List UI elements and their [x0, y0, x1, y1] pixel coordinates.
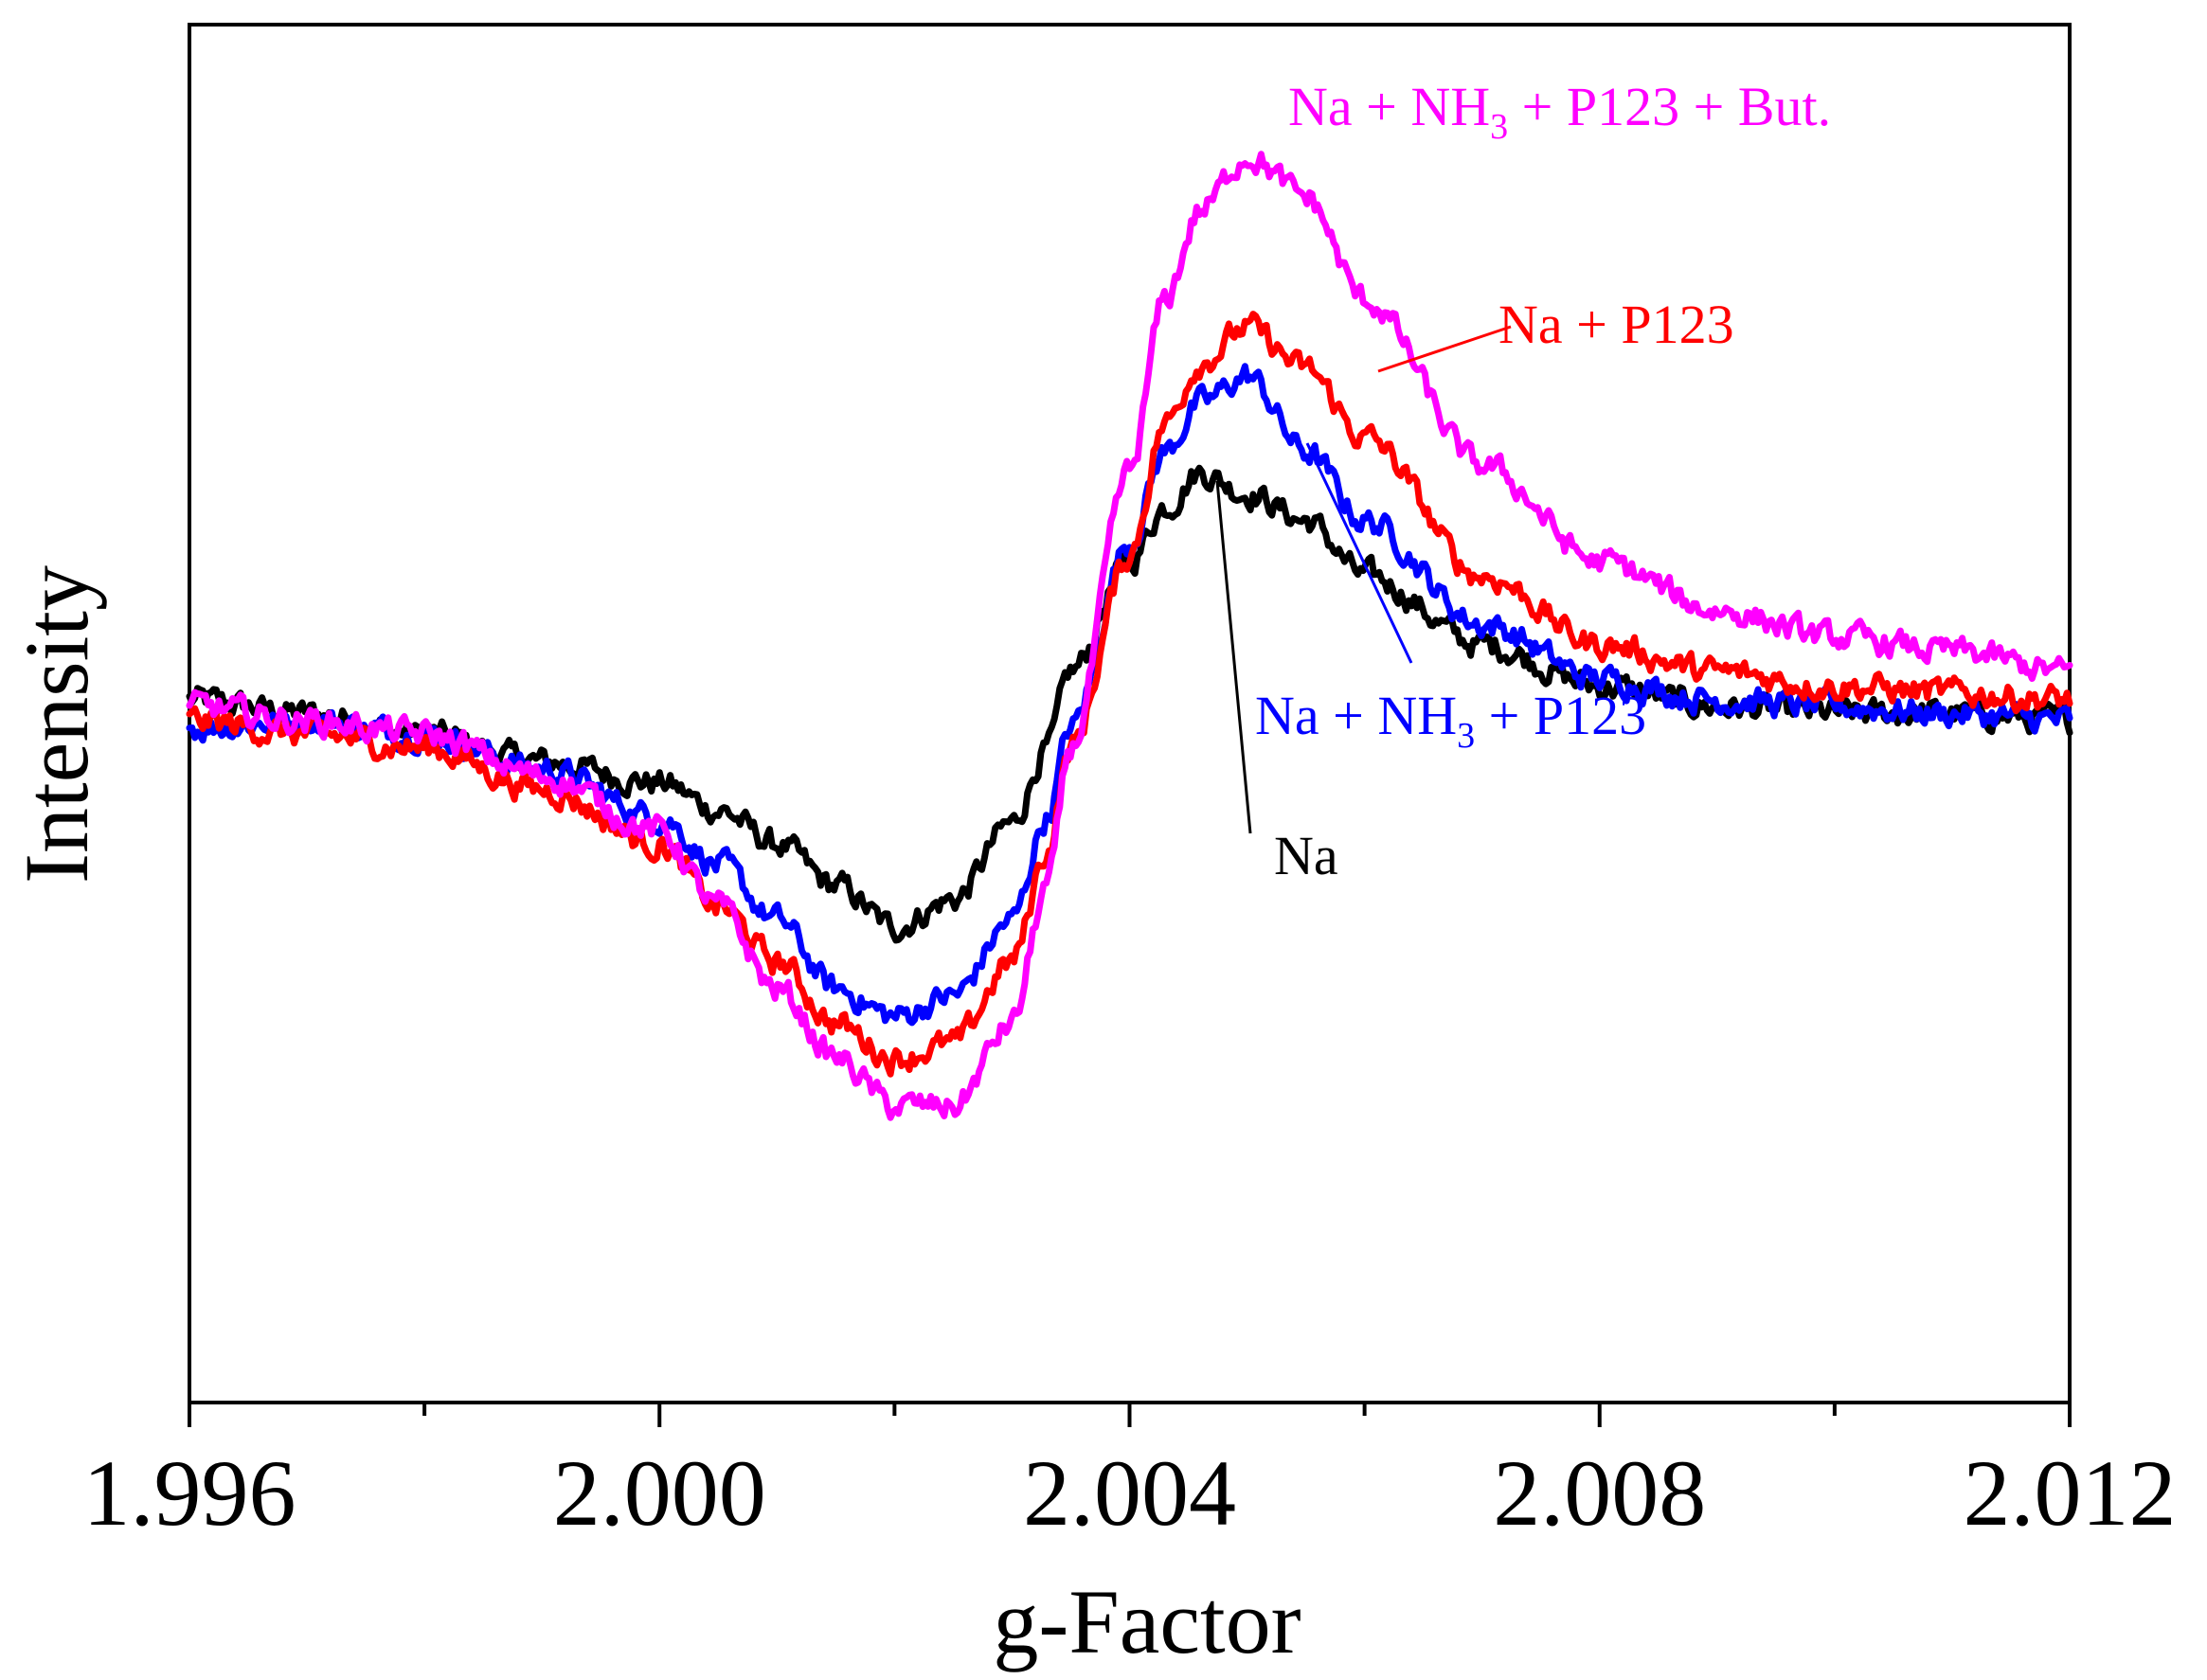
series-label-3-part-2: + P123 + But.	[1508, 76, 1831, 137]
series-label-3-part-0: Na + NH	[1288, 76, 1490, 137]
x-tick-label-1: 2.000	[553, 1440, 766, 1546]
x-axis-tick-labels: 1.996 2.000 2.004 2.008 2.012	[83, 1440, 2177, 1546]
x-tick-label-0: 1.996	[83, 1440, 296, 1546]
series-label-1: Na + NH3 + P123	[1255, 685, 1646, 756]
series-line-2	[186, 311, 2073, 1078]
leader-line-2	[1377, 325, 1512, 373]
x-tick-label-2: 2.004	[1023, 1440, 1236, 1546]
series-line-0	[186, 464, 2073, 944]
y-axis-title: Intensity	[6, 565, 107, 884]
series-label-1-part-2: + P123	[1475, 685, 1646, 746]
label-leader-lines	[1215, 325, 1512, 834]
x-axis-ticks	[188, 1403, 2072, 1427]
x-axis-title: g-Factor	[993, 1571, 1301, 1672]
series-label-3-part-1: 3	[1490, 107, 1508, 147]
leader-line-1	[1305, 442, 1413, 664]
leader-line-0	[1215, 480, 1252, 834]
series-line-3	[186, 151, 2073, 1121]
series-label-2: Na + P123	[1498, 294, 1734, 355]
series-label-2-part-0: Na + P123	[1498, 294, 1734, 355]
series-label-0: Na	[1274, 825, 1338, 886]
x-tick-label-4: 2.012	[1964, 1440, 2177, 1546]
series-label-1-part-1: 3	[1457, 716, 1475, 756]
x-tick-label-3: 2.008	[1493, 1440, 1706, 1546]
series-label-0-part-0: Na	[1274, 825, 1338, 886]
series-lines	[186, 151, 2073, 1121]
series-label-1-part-0: Na + NH	[1255, 685, 1457, 746]
series-label-3: Na + NH3 + P123 + But.	[1288, 76, 1831, 147]
